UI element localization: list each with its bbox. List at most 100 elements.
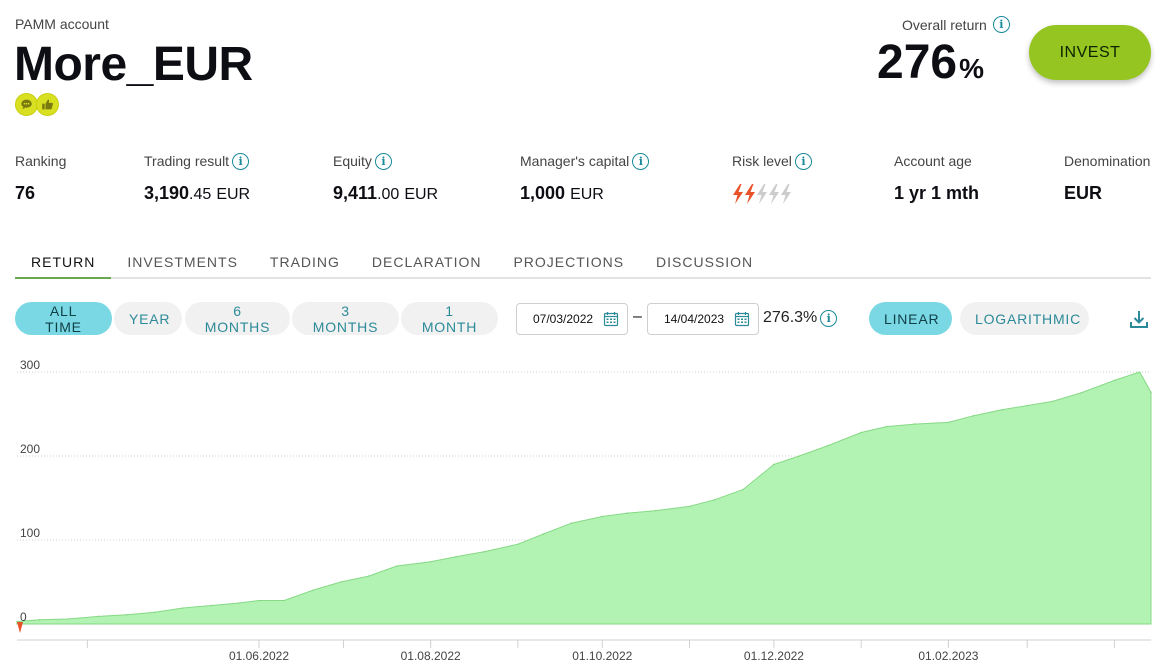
data-point [1138, 371, 1141, 373]
stat-label: Manager's capital [520, 153, 630, 169]
data-point [1079, 392, 1082, 394]
stat-label: Trading result [144, 153, 230, 169]
info-icon[interactable]: i [820, 309, 838, 327]
data-point [429, 561, 432, 563]
overall-return-label: Overall return i [902, 16, 1010, 33]
return-area-series [16, 371, 1152, 625]
tab-bar: RETURN INVESTMENTS TRADING DECLARATION P… [15, 246, 1151, 279]
stat-risk-level: Risk level i [732, 152, 812, 204]
data-point [16, 620, 18, 623]
data-point [182, 607, 184, 609]
period-6-months-button[interactable]: 6 MONTHS [185, 302, 290, 335]
stat-value-int: 3,190 [144, 183, 190, 203]
tab-declaration[interactable]: DECLARATION [371, 254, 482, 270]
stat-value: EUR [1064, 183, 1103, 203]
data-point [38, 619, 41, 621]
x-tick-label: 01.06.2022 [229, 649, 289, 663]
date-from-input[interactable]: 07/03/2022 [516, 303, 628, 335]
data-point [210, 604, 212, 607]
data-point [1113, 379, 1116, 382]
download-icon[interactable] [1128, 308, 1150, 330]
risk-bolt-inactive-icon [757, 184, 767, 204]
y-tick-label: 200 [20, 442, 40, 456]
data-point [1026, 404, 1028, 407]
tab-trading[interactable]: TRADING [269, 254, 340, 270]
info-icon[interactable]: i [632, 152, 650, 170]
calendar-icon[interactable] [734, 311, 750, 327]
x-tick-label: 01.12.2022 [744, 649, 804, 663]
stat-label: Denomination [1064, 153, 1151, 169]
data-point [483, 551, 485, 553]
info-icon[interactable]: i [992, 16, 1010, 33]
period-year-button[interactable]: YEAR [114, 302, 182, 335]
data-point [1001, 409, 1003, 411]
data-point [154, 611, 156, 613]
data-point [860, 431, 862, 434]
range-return: 276.3% i [763, 309, 838, 327]
tab-projections[interactable]: PROJECTIONS [513, 254, 625, 270]
risk-bolt-inactive-icon [769, 184, 779, 204]
data-point [947, 421, 950, 424]
tab-investments[interactable]: INVESTMENTS [127, 254, 238, 270]
calendar-icon[interactable] [603, 311, 619, 327]
stat-value-int: 9,411 [333, 183, 378, 203]
data-point [885, 425, 888, 428]
stat-currency: EUR [216, 186, 251, 203]
info-icon[interactable]: i [794, 152, 812, 170]
stat-managers-capital: Manager's capital i 1,000 EUR [520, 152, 650, 204]
chat-bubble-icon[interactable] [15, 93, 38, 116]
stat-value-dec: .45 [189, 186, 212, 203]
data-point [1150, 391, 1152, 393]
overall-return-text: Overall return [902, 16, 987, 33]
account-badges [15, 93, 59, 116]
data-point [66, 618, 69, 620]
stat-label: Ranking [15, 153, 67, 169]
data-point [238, 602, 241, 604]
data-point [311, 589, 314, 592]
risk-bolt-active-icon [733, 184, 743, 204]
period-all-time-button[interactable]: ALL TIME [15, 302, 112, 335]
data-point [798, 455, 801, 457]
stat-currency: EUR [404, 186, 439, 203]
stat-value: 1 yr 1 mth [894, 183, 980, 203]
stat-ranking: Ranking 76 [15, 152, 66, 204]
stat-value: 76 [15, 183, 36, 203]
data-point [396, 565, 398, 567]
period-1-month-button[interactable]: 1 MONTH [401, 302, 498, 335]
range-return-value: 276.3% [763, 309, 818, 326]
data-point [258, 599, 260, 602]
stat-value-int: 1,000 [520, 183, 566, 203]
data-point [626, 512, 629, 514]
stat-currency: EUR [570, 186, 604, 203]
risk-level-indicator [732, 184, 812, 204]
account-type-label: PAMM account [15, 16, 109, 32]
return-chart: 300 200 100 0 01.06.2022 01.08.2022 01.10.2022… [16, 358, 1152, 663]
thumbs-up-icon[interactable] [36, 93, 59, 116]
date-to-value: 14/04/2023 [664, 312, 725, 326]
data-point [542, 533, 544, 535]
y-tick-label: 100 [20, 526, 40, 540]
invest-button[interactable]: INVEST [1029, 25, 1151, 80]
data-point [367, 575, 370, 577]
tab-discussion[interactable]: DISCUSSION [656, 254, 754, 270]
stat-equity: Equity i 9,411.00 EUR [333, 152, 438, 204]
info-icon[interactable]: i [232, 152, 250, 170]
x-tick-label: 01.02.2023 [918, 649, 978, 663]
scale-linear-button[interactable]: LINEAR [869, 302, 952, 335]
stat-label: Risk level [732, 153, 792, 169]
date-to-input[interactable]: 14/04/2023 [647, 303, 759, 335]
period-3-months-button[interactable]: 3 MONTHS [292, 302, 399, 335]
tab-return[interactable]: RETURN [15, 246, 112, 279]
data-point [570, 522, 573, 524]
date-range-separator: – [633, 308, 642, 325]
data-point [455, 556, 457, 558]
scale-logarithmic-button[interactable]: LOGARITHMIC [960, 302, 1089, 335]
data-point [125, 614, 128, 616]
info-icon[interactable]: i [374, 152, 392, 170]
stat-denomination: Denomination EUR [1064, 152, 1150, 204]
data-point [773, 463, 775, 466]
data-point [97, 615, 100, 618]
date-from-value: 07/03/2022 [533, 312, 594, 326]
risk-bolt-active-icon [745, 184, 755, 204]
y-tick-label: 300 [20, 358, 40, 372]
